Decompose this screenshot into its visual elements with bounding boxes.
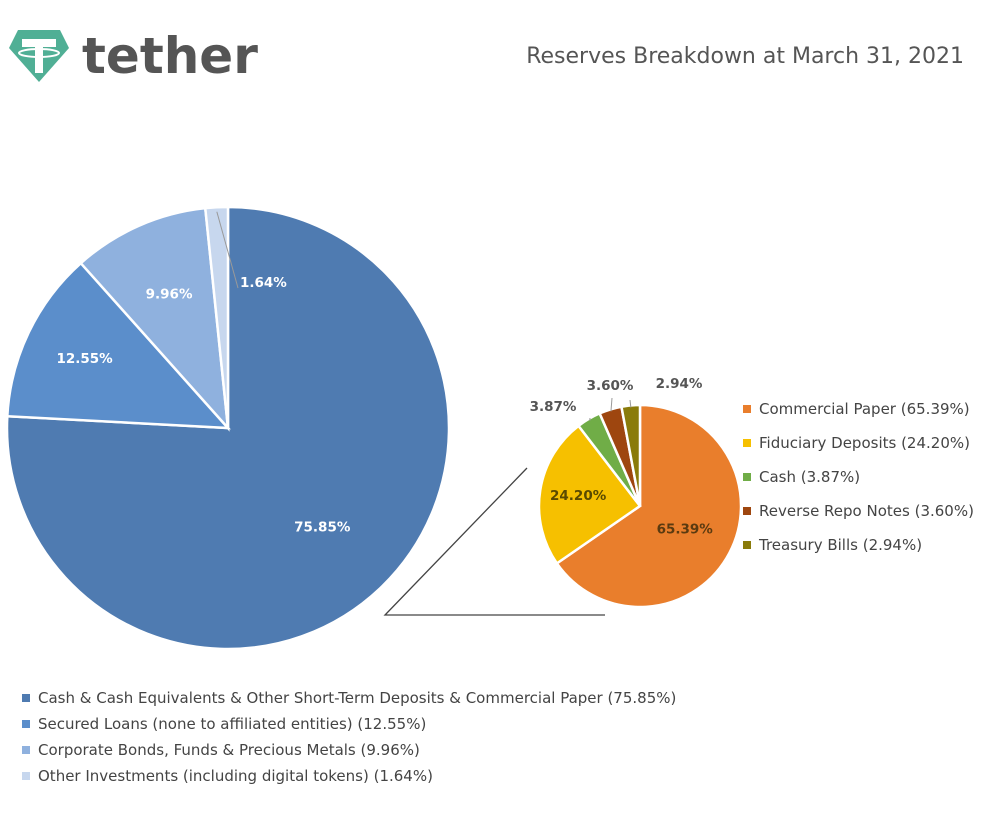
legend-item: Other Investments (including digital tok… xyxy=(22,763,676,789)
pie-slice xyxy=(79,206,230,432)
legend-item: Corporate Bonds, Funds & Precious Metals… xyxy=(22,737,676,763)
legend-item: Secured Loans (none to affiliated entiti… xyxy=(22,711,676,737)
legend-item: Reverse Repo Notes (3.60%) xyxy=(743,494,974,528)
brand-name: tether xyxy=(82,27,258,85)
legend-item: Commercial Paper (65.39%) xyxy=(743,392,974,426)
pie-slice xyxy=(555,403,743,609)
pie-slice xyxy=(537,424,642,566)
legend-label: Cash (3.87%) xyxy=(759,468,861,486)
legend-item: Treasury Bills (2.94%) xyxy=(743,528,974,562)
data-label: 3.60% xyxy=(587,378,634,394)
tether-logo-icon xyxy=(9,30,69,82)
legend-breakdown: Commercial Paper (65.39%) Fiduciary Depos… xyxy=(743,392,974,562)
pie-slice xyxy=(203,205,230,429)
data-label: 24.20% xyxy=(550,488,607,504)
legend-swatch xyxy=(22,720,30,728)
leader-line xyxy=(216,211,239,289)
tether-logo: tether xyxy=(8,28,258,84)
legend-swatch xyxy=(22,694,30,702)
legend-swatch xyxy=(743,473,751,481)
legend-label: Corporate Bonds, Funds & Precious Metals… xyxy=(38,741,420,759)
legend-label: Fiduciary Deposits (24.20%) xyxy=(759,434,970,452)
chart-title: Reserves Breakdown at March 31, 2021 xyxy=(526,44,964,69)
leader-line xyxy=(629,399,632,408)
data-label: 9.96% xyxy=(146,287,193,303)
legend-item: Fiduciary Deposits (24.20%) xyxy=(743,426,974,460)
data-label: 3.87% xyxy=(530,399,577,415)
data-label: 2.94% xyxy=(656,376,703,392)
data-label: 65.39% xyxy=(657,521,714,537)
legend-swatch xyxy=(743,507,751,515)
breakout-connector xyxy=(383,467,605,616)
leader-line xyxy=(610,397,613,412)
data-label: 75.85% xyxy=(294,519,351,535)
legend-swatch xyxy=(22,772,30,780)
legend-label: Reverse Repo Notes (3.60%) xyxy=(759,502,974,520)
legend-label: Cash & Cash Equivalents & Other Short-Te… xyxy=(38,689,677,707)
data-label: 12.55% xyxy=(56,351,113,367)
legend-label: Secured Loans (none to affiliated entiti… xyxy=(38,715,427,733)
legend-swatch xyxy=(743,541,751,549)
data-label: 1.64% xyxy=(240,275,287,291)
legend-label: Commercial Paper (65.39%) xyxy=(759,400,970,418)
legend-item: Cash & Cash Equivalents & Other Short-Te… xyxy=(22,685,676,711)
pie-slice xyxy=(5,261,231,430)
legend-label: Other Investments (including digital tok… xyxy=(38,767,433,785)
legend-main: Cash & Cash Equivalents & Other Short-Te… xyxy=(22,685,676,789)
legend-item: Cash (3.87%) xyxy=(743,460,974,494)
pie-slice xyxy=(5,205,451,651)
legend-swatch xyxy=(743,439,751,447)
legend-label: Treasury Bills (2.94%) xyxy=(759,536,923,554)
legend-swatch xyxy=(22,746,30,754)
legend-swatch xyxy=(743,405,751,413)
